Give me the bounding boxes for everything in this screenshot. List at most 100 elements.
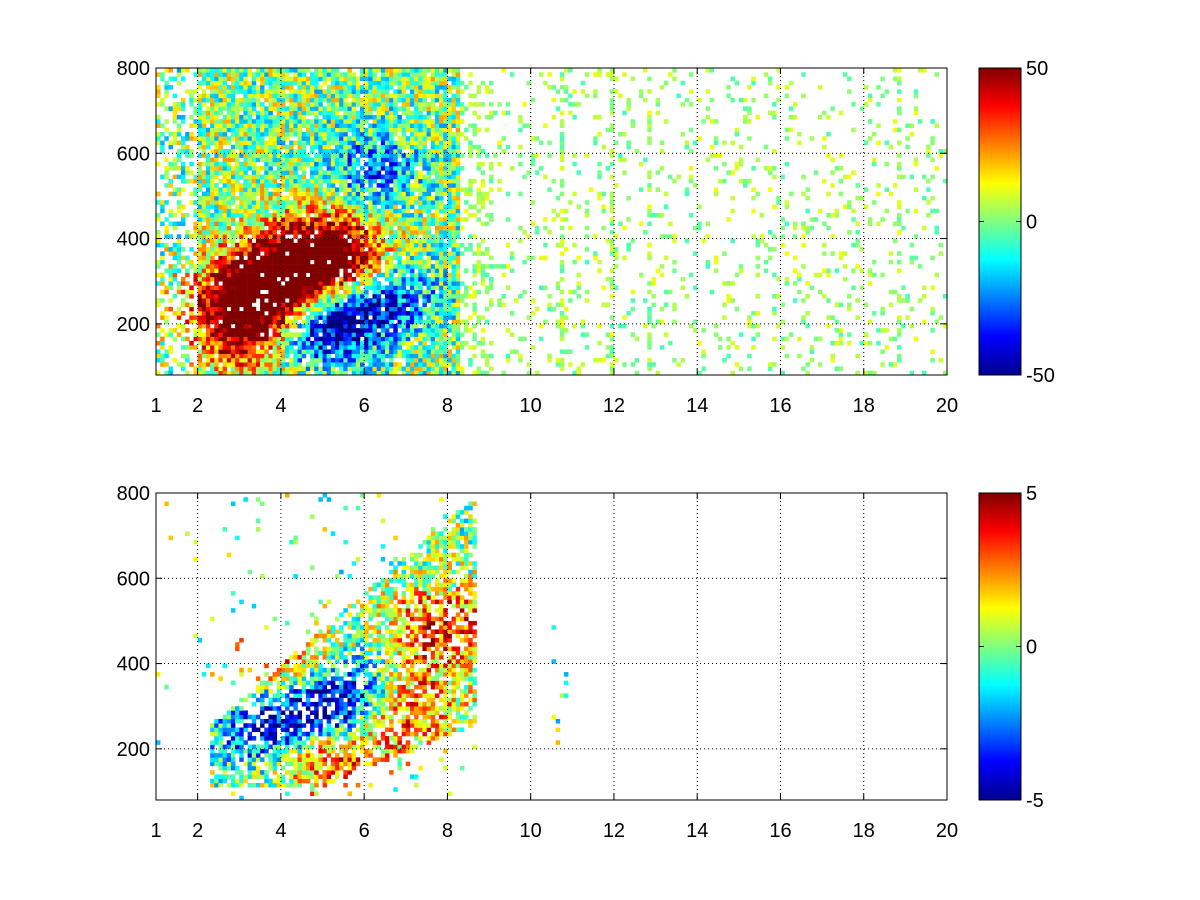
heatmap-cell [176, 242, 182, 248]
heatmap-cell [297, 366, 303, 372]
heatmap-cell [434, 225, 440, 231]
heatmap-cell [368, 200, 373, 205]
heatmap-cell [214, 208, 219, 214]
heatmap-cell [355, 131, 361, 137]
heatmap-cell [351, 106, 357, 111]
heatmap-cell [160, 204, 165, 209]
heatmap-cell [197, 97, 203, 103]
heatmap-cell [197, 366, 203, 372]
heatmap-cell [280, 264, 286, 269]
heatmap-cell [355, 114, 361, 120]
heatmap-cell [434, 85, 440, 90]
heatmap-cell [409, 131, 415, 137]
heatmap-cell [251, 85, 257, 90]
heatmap-cell [230, 127, 236, 133]
heatmap-cell [447, 170, 452, 175]
heatmap-cell [260, 293, 265, 299]
heatmap-cell [255, 191, 261, 197]
heatmap-cell [326, 187, 332, 192]
heatmap-cell [180, 212, 186, 218]
heatmap-cell [239, 174, 244, 180]
heatmap-cell [272, 80, 278, 86]
heatmap-cell [305, 298, 311, 303]
heatmap-cell [459, 102, 465, 107]
heatmap-cell [197, 247, 203, 252]
heatmap-cell [268, 259, 273, 265]
heatmap-cell [368, 80, 373, 86]
heatmap-cell [276, 353, 282, 359]
heatmap-cell [160, 123, 165, 128]
heatmap-cell [335, 123, 340, 128]
heatmap-cell [164, 247, 169, 252]
heatmap-cell [193, 281, 198, 286]
heatmap-cell [322, 336, 327, 342]
heatmap-cell [210, 276, 215, 282]
heatmap-cell [218, 85, 223, 90]
heatmap-cell [172, 131, 178, 137]
heatmap-cell [239, 191, 244, 197]
heatmap-cell [305, 234, 311, 239]
heatmap-cell [285, 208, 290, 214]
heatmap-cell [605, 332, 611, 337]
heatmap-cell [397, 123, 402, 128]
heatmap-cell [447, 191, 452, 197]
heatmap-cell [335, 353, 340, 359]
heatmap-cell [260, 131, 265, 137]
heatmap-cell [322, 149, 327, 154]
heatmap-cell [310, 208, 315, 214]
heatmap-cell [318, 178, 323, 184]
heatmap-cell [547, 140, 552, 146]
heatmap-cell [264, 149, 269, 154]
heatmap-cell [563, 217, 569, 222]
heatmap-cell [364, 195, 369, 201]
heatmap-cell [156, 114, 161, 120]
heatmap-cell [176, 131, 182, 137]
heatmap-cell [243, 178, 248, 184]
heatmap-cell [547, 230, 552, 235]
heatmap-cell [314, 217, 319, 222]
heatmap-cell [247, 311, 253, 316]
heatmap-cell [180, 170, 186, 175]
heatmap-cell [447, 110, 452, 116]
heatmap-cell [218, 161, 223, 167]
heatmap-cell [222, 353, 228, 359]
heatmap-cell [172, 119, 178, 124]
heatmap-cell [268, 191, 273, 197]
heatmap-cell [368, 106, 373, 111]
heatmap-cell [197, 311, 203, 316]
heatmap-cell [247, 212, 253, 218]
heatmap-cell [380, 68, 386, 73]
heatmap-cell [260, 187, 265, 192]
heatmap-cell [426, 174, 432, 180]
heatmap-cell [563, 85, 569, 90]
heatmap-cell [276, 183, 282, 188]
heatmap-cell [335, 323, 340, 329]
heatmap-cell [301, 221, 307, 227]
heatmap-cell [405, 289, 411, 295]
heatmap-cell [268, 272, 273, 278]
heatmap-cell [268, 230, 273, 235]
heatmap-cell [451, 264, 457, 269]
heatmap-cell [372, 251, 377, 256]
heatmap-cell [176, 281, 182, 286]
heatmap-cell [235, 285, 240, 291]
heatmap-cell [314, 93, 319, 99]
heatmap-cell [318, 127, 323, 133]
heatmap-cell [351, 72, 357, 77]
heatmap-cell [430, 298, 436, 303]
heatmap-cell [251, 268, 257, 273]
heatmap-cell [493, 153, 498, 158]
heatmap-cell [368, 357, 373, 363]
heatmap-cell [501, 272, 506, 278]
heatmap-cell [218, 259, 223, 265]
heatmap-cell [239, 127, 244, 133]
heatmap-cell [343, 153, 348, 158]
heatmap-cell [343, 366, 348, 372]
heatmap-cell [180, 302, 186, 308]
heatmap-cell [230, 89, 236, 94]
heatmap-cell [322, 72, 327, 77]
heatmap-cell [218, 247, 223, 252]
heatmap-cell [301, 332, 307, 337]
heatmap-cell [372, 242, 377, 248]
heatmap-cell [355, 204, 361, 209]
